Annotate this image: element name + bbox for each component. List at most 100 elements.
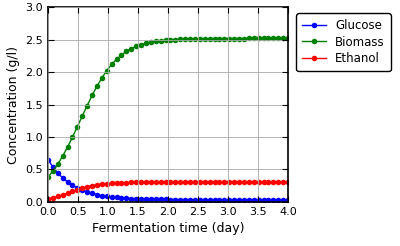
Ethanol <box>129 181 134 184</box>
Biomass <box>242 37 246 40</box>
Biomass <box>65 145 70 148</box>
Line: Biomass: Biomass <box>45 36 291 180</box>
Glucose <box>158 198 163 201</box>
Ethanol <box>100 183 104 185</box>
Biomass <box>153 40 158 43</box>
Glucose <box>217 198 222 201</box>
Ethanol <box>65 192 70 195</box>
Glucose <box>70 184 75 187</box>
Biomass <box>198 37 202 40</box>
Biomass <box>60 154 65 157</box>
Glucose <box>188 198 192 201</box>
Glucose <box>104 195 109 198</box>
Ethanol <box>70 190 75 193</box>
Ethanol <box>232 181 236 184</box>
Glucose <box>246 198 251 201</box>
Glucose <box>139 198 144 200</box>
Glucose <box>251 198 256 201</box>
Biomass <box>276 37 281 40</box>
Glucose <box>232 198 236 201</box>
Ethanol <box>158 181 163 184</box>
Ethanol <box>271 181 276 184</box>
Y-axis label: Concentration (g/l): Concentration (g/l) <box>7 46 20 164</box>
Glucose <box>85 190 90 193</box>
Biomass <box>178 38 183 41</box>
Biomass <box>251 37 256 40</box>
Ethanol <box>94 183 99 186</box>
Glucose <box>65 181 70 184</box>
Biomass <box>212 37 217 40</box>
Biomass <box>144 42 148 45</box>
Biomass <box>246 37 251 40</box>
Glucose <box>148 198 153 201</box>
Ethanol <box>227 181 232 184</box>
Ethanol <box>80 186 85 189</box>
Ethanol <box>114 181 119 184</box>
Biomass <box>158 39 163 42</box>
Glucose <box>256 198 261 201</box>
Ethanol <box>217 181 222 184</box>
Glucose <box>261 198 266 201</box>
Biomass <box>134 45 138 48</box>
Biomass <box>90 94 94 97</box>
Glucose <box>80 189 85 192</box>
Biomass <box>100 77 104 79</box>
Biomass <box>163 39 168 42</box>
Biomass <box>222 37 227 40</box>
Glucose <box>55 172 60 175</box>
Ethanol <box>281 181 286 184</box>
Legend: Glucose, Biomass, Ethanol: Glucose, Biomass, Ethanol <box>296 13 391 71</box>
Biomass <box>266 37 271 40</box>
Glucose <box>100 194 104 197</box>
Ethanol <box>266 181 271 184</box>
Glucose <box>192 198 197 201</box>
Glucose <box>94 193 99 196</box>
Glucose <box>266 198 271 201</box>
Biomass <box>281 37 286 40</box>
Biomass <box>94 85 99 88</box>
Ethanol <box>119 181 124 184</box>
Ethanol <box>90 184 94 187</box>
Glucose <box>227 198 232 201</box>
Ethanol <box>163 181 168 184</box>
Biomass <box>148 41 153 44</box>
Glucose <box>109 196 114 199</box>
Biomass <box>114 58 119 61</box>
Biomass <box>232 37 236 40</box>
Glucose <box>46 158 50 161</box>
Ethanol <box>261 181 266 184</box>
Biomass <box>168 38 173 41</box>
Biomass <box>50 170 55 173</box>
Ethanol <box>286 181 290 184</box>
Biomass <box>75 125 80 128</box>
Ethanol <box>222 181 227 184</box>
Glucose <box>119 196 124 199</box>
Glucose <box>114 196 119 199</box>
Glucose <box>50 166 55 169</box>
Ethanol <box>75 188 80 191</box>
Ethanol <box>168 181 173 184</box>
Ethanol <box>183 181 188 184</box>
Ethanol <box>207 181 212 184</box>
Biomass <box>183 38 188 41</box>
Line: Ethanol: Ethanol <box>45 180 291 201</box>
Biomass <box>271 37 276 40</box>
Ethanol <box>178 181 183 184</box>
Biomass <box>55 163 60 166</box>
Glucose <box>202 198 207 201</box>
Ethanol <box>139 181 144 184</box>
Glucose <box>173 198 178 201</box>
Glucose <box>286 198 290 201</box>
Glucose <box>153 198 158 201</box>
Ethanol <box>134 181 138 184</box>
Ethanol <box>256 181 261 184</box>
Glucose <box>178 198 183 201</box>
Biomass <box>109 63 114 66</box>
Ethanol <box>276 181 281 184</box>
Ethanol <box>198 181 202 184</box>
Biomass <box>46 176 50 179</box>
Glucose <box>134 197 138 200</box>
Glucose <box>212 198 217 201</box>
Glucose <box>124 197 129 200</box>
Biomass <box>227 37 232 40</box>
